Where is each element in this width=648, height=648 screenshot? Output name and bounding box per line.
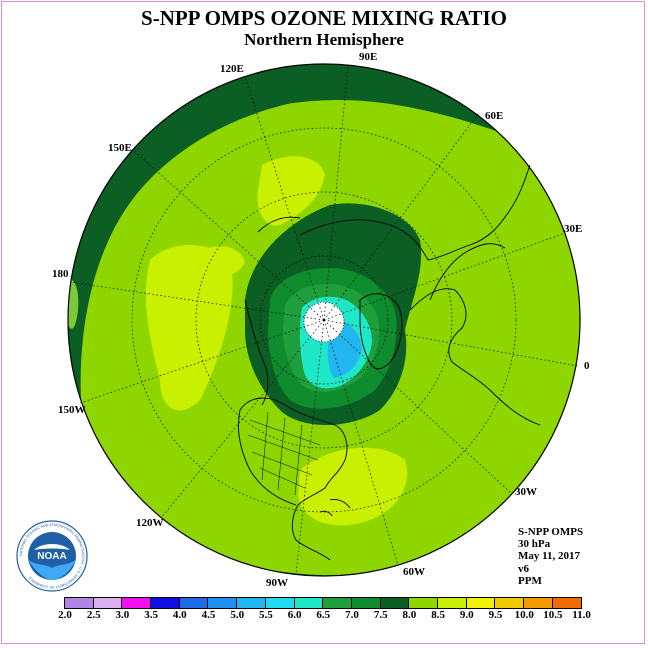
- colorbar-swatch: [151, 598, 180, 608]
- latitude-circles: [131, 127, 517, 513]
- polar-no-data-stipple: [303, 301, 345, 343]
- polar-no-data-cap: [304, 302, 344, 342]
- lon-label-120e: 120E: [220, 63, 244, 75]
- lon-label-0: 0: [584, 360, 590, 372]
- map-boundary: [67, 63, 581, 577]
- colorbar-swatch: [437, 598, 467, 608]
- colorbar-swatch: [208, 598, 238, 608]
- colorbar-tick-label: 5.5: [259, 609, 273, 621]
- colorbar-tick-label: 7.5: [373, 609, 388, 621]
- lon-label-150e: 150E: [108, 142, 132, 154]
- lon-label-30e: 30E: [564, 223, 583, 235]
- colorbar-swatch: [93, 598, 123, 608]
- colorbar-tick-label: 9.5: [488, 609, 503, 621]
- info-date: May 11, 2017: [518, 550, 581, 563]
- info-instrument: S-NPP OMPS: [518, 526, 584, 538]
- colorbar-tick-label: 10.0: [514, 609, 534, 621]
- colorbar-swatch: [351, 598, 381, 608]
- ozone-band-8.0-8.5-pacific: [145, 245, 233, 411]
- colorbar: [64, 597, 583, 609]
- noaa-logo-text: NOAA: [37, 551, 66, 562]
- coastlines: [238, 164, 541, 561]
- colorbar-tick-label: 11.0: [572, 609, 591, 621]
- page-title: S-NPP OMPS OZONE MIXING RATIO: [141, 6, 507, 30]
- info-version: v6: [518, 562, 529, 575]
- meridian-lines: [69, 64, 579, 575]
- colorbar-swatch: [65, 598, 94, 608]
- colorbar-swatch: [380, 598, 410, 608]
- page-subtitle: Northern Hemisphere: [244, 30, 404, 49]
- colorbar-tick-label: 6.5: [316, 609, 331, 621]
- colorbar-swatch: [524, 598, 553, 608]
- colorbar-tick-label: 2.0: [58, 609, 72, 621]
- ozone-band-8.0-8.5-asia: [257, 156, 325, 226]
- lon-label-120w: 120W: [136, 517, 164, 529]
- colorbar-swatch: [409, 598, 438, 608]
- lon-label-180: 180: [52, 268, 69, 280]
- lon-label-30w: 30W: [515, 486, 537, 498]
- colorbar-swatch: [265, 598, 295, 608]
- colorbar-swatch: [122, 598, 152, 608]
- colorbar-swatch: [237, 598, 266, 608]
- colorbar-swatch: [323, 598, 352, 608]
- colorbar-tick-label: 5.0: [230, 609, 245, 621]
- colorbar-tick-label: 3.5: [144, 609, 158, 621]
- colorbar-swatch: [552, 598, 582, 608]
- ozone-band-8.0-8.5-patch: [195, 246, 245, 277]
- colorbar-tick-label: 3.0: [115, 609, 130, 621]
- colorbar-tick-label: 6.0: [287, 609, 302, 621]
- info-level: 30 hPa: [518, 538, 551, 551]
- colorbar-tick-label: 10.5: [543, 609, 563, 621]
- colorbar-tick-label: 7.0: [345, 609, 359, 621]
- colorbar-swatch: [466, 598, 496, 608]
- lon-label-90w: 90W: [266, 577, 288, 589]
- colorbar-tick-label: 4.0: [172, 609, 187, 621]
- noaa-logo: NOAA NATIONAL OCEANIC AND ATMOSPHERIC AD…: [16, 520, 88, 592]
- info-units: PPM: [518, 574, 542, 587]
- colorbar-tick-label: 2.5: [86, 609, 101, 621]
- colorbar-tick-label: 8.0: [402, 609, 417, 621]
- ozone-band-8.0-8.5-atlantic: [298, 447, 408, 526]
- political-boundaries: [247, 411, 321, 496]
- lon-label-60w: 60W: [403, 566, 425, 578]
- map-info: S-NPP OMPS 30 hPa May 11, 2017 v6 PPM: [518, 526, 583, 587]
- lon-label-90e: 90E: [359, 51, 378, 63]
- colorbar-tick-label: 4.5: [201, 609, 216, 621]
- lon-label-150w: 150W: [58, 404, 86, 416]
- colorbar-tick-label: 9.0: [459, 609, 474, 621]
- colorbar-swatch: [294, 598, 324, 608]
- lon-label-60e: 60E: [485, 110, 504, 122]
- colorbar-swatch: [495, 598, 524, 608]
- colorbar-tick-label: 8.5: [431, 609, 445, 621]
- colorbar-swatch: [179, 598, 209, 608]
